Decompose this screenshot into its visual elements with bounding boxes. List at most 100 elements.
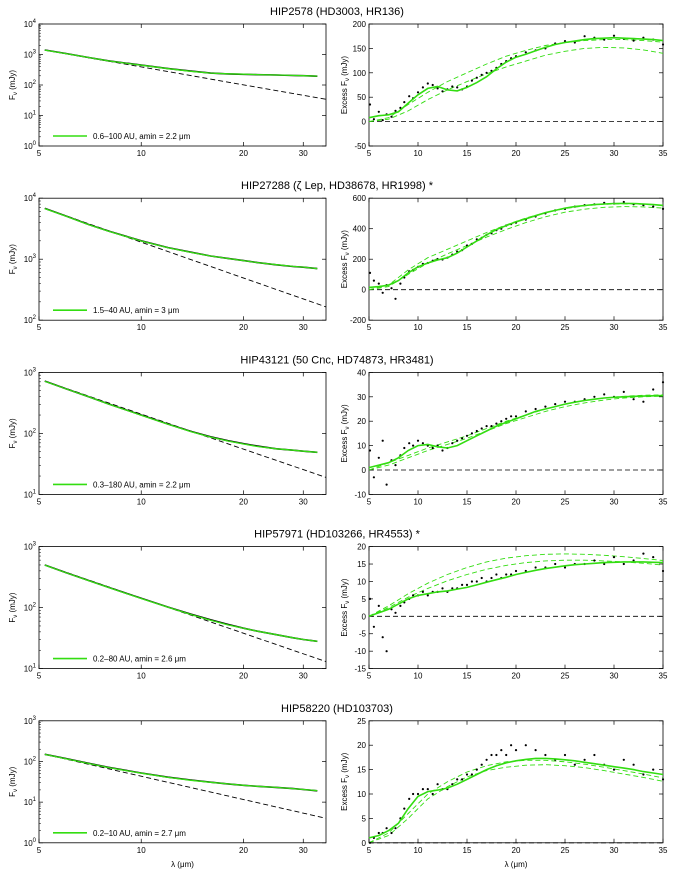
sed-panel: 100 101 102 103 104 5 10 20 30 Fν (mJy) 0.6–100 AU… [8, 19, 327, 158]
excess-data-point [426, 788, 429, 791]
sed-ytick-label: 103 [24, 542, 37, 552]
excess-data-point [632, 39, 635, 42]
excess-ytick-label: 0 [362, 466, 367, 475]
excess-data-point [408, 442, 411, 445]
excess-ytick-label: 25 [357, 717, 366, 726]
excess-ylabel: Excess Fν (mJy) [340, 404, 351, 462]
excess-data-point [470, 773, 473, 776]
excess-data-point [661, 381, 665, 384]
sed-ytick-label: 103 [24, 716, 37, 726]
excess-data-point [485, 425, 488, 428]
excess-ytick-label: 150 [353, 44, 367, 53]
excess-xtick-label: 15 [463, 672, 472, 681]
excess-data-point [534, 407, 537, 411]
excess-data-point [485, 71, 488, 74]
sed-xtick-label: 20 [239, 323, 248, 332]
excess-data-point [399, 282, 402, 285]
excess-data-point [416, 91, 420, 94]
excess-axes-box [368, 720, 664, 844]
excess-xtick-label: 10 [414, 323, 423, 332]
excess-data-point [372, 118, 375, 121]
excess-data-point [426, 82, 429, 85]
excess-ytick-label: 20 [357, 543, 366, 552]
sed-xtick-label: 5 [37, 497, 42, 506]
excess-model-alt2-line [368, 39, 664, 123]
sed-axes-box [38, 197, 327, 321]
sed-ylabel: Fν (mJy) [8, 70, 19, 100]
excess-data-point [465, 773, 469, 776]
excess-data-point [377, 831, 380, 835]
excess-ytick-label: 200 [353, 20, 367, 29]
excess-xtick-label: 30 [610, 846, 619, 855]
excess-data-point [475, 768, 478, 771]
excess-model-line [368, 202, 664, 289]
sed-ytick-label: 103 [24, 254, 37, 264]
excess-data-point [642, 552, 645, 555]
excess-data-point [436, 783, 439, 786]
excess-xtick-label: 30 [610, 497, 619, 506]
excess-data-point [632, 763, 635, 766]
excess-ylabel: Excess Fν (mJy) [340, 56, 351, 114]
excess-xtick-label: 10 [414, 149, 423, 158]
excess-data-point [480, 427, 483, 430]
excess-data-point [524, 51, 527, 54]
excess-ylabel: Excess Fν (mJy) [340, 752, 351, 810]
sed-xtick-label: 30 [299, 497, 308, 506]
sed-xtick-label: 5 [37, 672, 42, 681]
excess-xtick-label: 10 [414, 497, 423, 506]
excess-data-point [456, 86, 459, 89]
excess-data-point [485, 758, 488, 761]
sed-panel: 100 101 102 103 5 10 20 30 Fν (mJy) 0.2–10 AU, am… [8, 716, 327, 855]
excess-data-point [385, 483, 388, 486]
excess-data-point [470, 432, 473, 435]
excess-model-alt-line [368, 206, 664, 291]
excess-ytick-label: 15 [357, 766, 366, 775]
excess-ytick-label: 15 [357, 560, 366, 569]
legend-label: 0.3–180 AU, amin = 2.2 μm [93, 480, 191, 489]
sed-axes-box [38, 720, 327, 844]
excess-data-point [441, 449, 444, 452]
sed-xtick-label: 20 [239, 149, 248, 158]
excess-data-point [381, 119, 384, 122]
excess-data-point [412, 444, 415, 447]
excess-data-point [632, 398, 635, 401]
excess-xtick-label: 5 [367, 672, 372, 681]
panel-title: HIP58220 (HD103703) [281, 703, 393, 715]
excess-ytick-label: 30 [357, 393, 366, 402]
sed-ytick-label: 101 [24, 489, 37, 499]
row-hip43121: HIP43121 (50 Cnc, HD74873, HR3481) 101 10 2… [8, 354, 668, 506]
excess-axes-box [368, 23, 664, 147]
sed-model-line [44, 207, 318, 270]
excess-data-point [377, 456, 380, 459]
excess-data-point [583, 758, 586, 761]
excess-data-point [381, 291, 384, 294]
excess-data-point [381, 439, 384, 442]
excess-data-point [661, 207, 665, 210]
excess-ytick-label: 10 [357, 577, 366, 586]
excess-data-point [505, 753, 508, 757]
excess-panel: -10 0 10 20 30 40 5 10 15 20 25 30 35 Excess Fν (mJy) [340, 368, 668, 506]
excess-data-point [385, 827, 388, 830]
excess-xtick-label: 5 [367, 846, 372, 855]
excess-data-point [368, 271, 372, 274]
excess-xtick-label: 20 [512, 846, 521, 855]
excess-model-alt2-line [368, 394, 664, 471]
excess-data-point [390, 115, 393, 118]
excess-model-alt-line [368, 395, 664, 471]
panel-title: HIP43121 (50 Cnc, HD74873, HR3481) [240, 354, 433, 366]
sed-xtick-label: 30 [299, 846, 308, 855]
excess-axes-box [368, 371, 664, 495]
excess-data-point [381, 636, 384, 639]
excess-data-point [403, 446, 406, 450]
excess-data-point [652, 388, 655, 391]
excess-xtick-label: 5 [367, 497, 372, 506]
sed-xtick-label: 20 [239, 497, 248, 506]
excess-data-point [403, 807, 406, 810]
excess-panel: -15 -10 -5 0 5 10 15 20 5 10 15 20 25 30 35 Excess Fν (… [340, 543, 668, 681]
excess-data-point [510, 415, 513, 418]
excess-xtick-label: 10 [414, 846, 423, 855]
sed-ytick-label: 101 [24, 111, 37, 121]
excess-ytick-label: 5 [362, 814, 367, 823]
sed-ytick-label: 100 [24, 141, 37, 151]
